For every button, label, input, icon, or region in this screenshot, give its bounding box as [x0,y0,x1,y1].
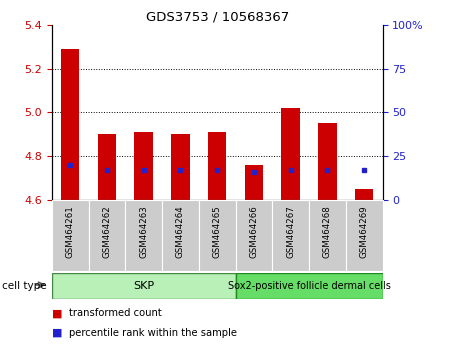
Text: GSM464264: GSM464264 [176,206,185,258]
Bar [199,200,235,271]
Bar [318,123,337,200]
Bar [52,200,89,271]
Bar [235,273,382,299]
Bar [98,134,116,200]
Bar [346,200,382,271]
Bar [208,132,226,200]
Text: percentile rank within the sample: percentile rank within the sample [69,328,237,338]
Text: GSM464265: GSM464265 [212,206,221,258]
Bar [235,200,272,271]
Bar [171,134,189,200]
Text: GSM464262: GSM464262 [103,206,112,258]
Bar [309,200,346,271]
Text: GSM464266: GSM464266 [249,206,258,258]
Text: Sox2-positive follicle dermal cells: Sox2-positive follicle dermal cells [228,281,391,291]
Text: GSM464269: GSM464269 [360,206,369,258]
Text: SKP: SKP [133,281,154,291]
Bar [245,165,263,200]
Bar [89,200,125,271]
Text: transformed count: transformed count [69,308,162,318]
Text: ■: ■ [52,328,62,338]
Text: ■: ■ [52,308,62,318]
Bar [272,200,309,271]
Bar [162,200,199,271]
Text: cell type: cell type [2,281,47,291]
Text: GSM464267: GSM464267 [286,206,295,258]
Bar [135,132,153,200]
Bar [281,108,300,200]
Bar [125,200,162,271]
Bar [61,49,79,200]
Bar [52,273,235,299]
Text: GSM464261: GSM464261 [66,206,75,258]
Bar [355,189,374,200]
Text: GSM464263: GSM464263 [139,206,148,258]
Title: GDS3753 / 10568367: GDS3753 / 10568367 [145,11,289,24]
Text: GSM464268: GSM464268 [323,206,332,258]
